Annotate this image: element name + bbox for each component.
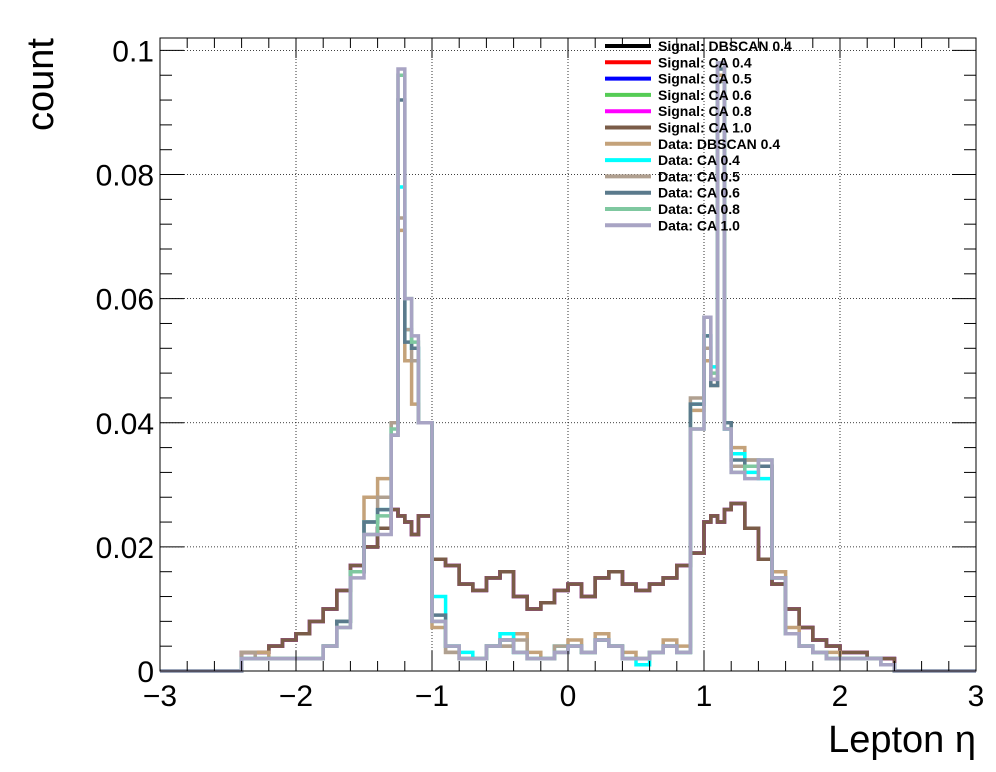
y-tick-label: 0.02 bbox=[96, 532, 154, 565]
legend-label: Signal: CA 0.8 bbox=[658, 103, 752, 119]
legend-label: Signal: CA 0.6 bbox=[658, 87, 752, 103]
legend-label: Data: DBSCAN 0.4 bbox=[658, 136, 780, 152]
grid bbox=[160, 38, 976, 671]
series-layer bbox=[160, 61, 976, 673]
x-tick-label: −3 bbox=[143, 680, 177, 713]
legend-label: Signal: CA 0.5 bbox=[658, 71, 752, 87]
y-tick-label: 0.1 bbox=[112, 35, 154, 68]
legend-label: Data: CA 0.8 bbox=[658, 201, 740, 217]
axis-ticks bbox=[159, 38, 977, 672]
y-tick-label: 0.08 bbox=[96, 160, 154, 193]
x-tick-label: 2 bbox=[832, 680, 849, 713]
legend-label: Signal: CA 1.0 bbox=[658, 120, 752, 136]
legend-label: Signal: DBSCAN 0.4 bbox=[658, 38, 792, 54]
x-tick-label: −2 bbox=[279, 680, 313, 713]
x-axis-label: Lepton η bbox=[828, 719, 976, 761]
x-tick-label: 1 bbox=[696, 680, 713, 713]
legend-label: Data: CA 1.0 bbox=[658, 217, 740, 233]
legend-label: Data: CA 0.5 bbox=[658, 168, 740, 184]
legend-label: Data: CA 0.6 bbox=[658, 185, 740, 201]
y-tick-label: 0 bbox=[137, 656, 154, 689]
y-tick-label: 0.04 bbox=[96, 408, 154, 441]
x-tick-label: 3 bbox=[968, 680, 985, 713]
y-axis-label: count bbox=[20, 38, 62, 131]
legend-label: Data: CA 0.4 bbox=[658, 152, 740, 168]
y-tick-label: 0.06 bbox=[96, 284, 154, 317]
x-tick-label: −1 bbox=[415, 680, 449, 713]
tick-labels: −3 −2 −1 0 1 2 3 0 0.02 0.04 0.06 0.08 0.1 bbox=[96, 35, 985, 713]
x-tick-label: 0 bbox=[560, 680, 577, 713]
series-line-11 bbox=[160, 61, 976, 673]
legend-label: Signal: CA 0.4 bbox=[658, 54, 752, 70]
